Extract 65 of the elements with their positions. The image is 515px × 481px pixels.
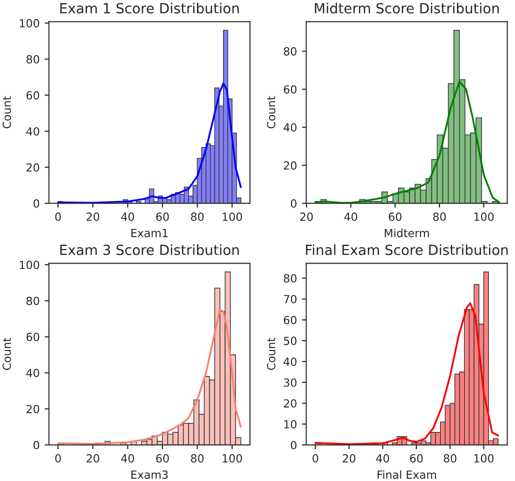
y-tick-label: 80 xyxy=(284,47,296,56)
y-tick-label: 80 xyxy=(284,274,296,283)
y-tick-label: 0 xyxy=(34,199,40,208)
y-tick-label: 60 xyxy=(284,85,296,94)
y-tick-label: 20 xyxy=(26,404,40,414)
x-tick-label: 40 xyxy=(121,454,134,463)
x-tick-label: 40 xyxy=(344,212,358,221)
y-tick-label: 20 xyxy=(284,161,296,170)
y-axis-title: Count xyxy=(266,96,276,128)
y-tick-label: 60 xyxy=(26,332,40,342)
x-tick-label: 40 xyxy=(121,212,134,221)
y-tick-label: 0 xyxy=(290,440,296,450)
y-tick-label: 30 xyxy=(284,378,296,387)
line-series xyxy=(57,308,242,445)
y-tick-label: 80 xyxy=(26,296,40,306)
y-tick-label: 0 xyxy=(34,440,40,450)
y-tick-label: 20 xyxy=(284,399,296,408)
x-tick-label: 0 xyxy=(55,212,61,221)
line-series xyxy=(314,80,500,204)
x-tick-label: 0 xyxy=(55,454,61,463)
y-tick-label: 100 xyxy=(20,19,40,28)
chart-title: Exam 1 Score Distribution xyxy=(60,2,239,14)
line-series xyxy=(57,82,242,204)
y-tick-label: 0 xyxy=(290,199,296,208)
x-tick-label: 100 xyxy=(222,212,242,221)
y-tick-label: 40 xyxy=(284,123,296,132)
chart-title: Midterm Score Distribution xyxy=(314,2,499,14)
x-tick-label: 0 xyxy=(312,454,318,463)
x-tick-label: 60 xyxy=(156,212,169,221)
x-axis-title: Exam3 xyxy=(131,470,168,479)
chart-title: Final Exam Score Distribution xyxy=(306,244,508,256)
y-axis-title: Count xyxy=(2,96,11,128)
y-tick-label: 60 xyxy=(284,316,296,324)
x-tick-label: 60 xyxy=(156,454,169,463)
x-tick-label: 20 xyxy=(86,454,100,463)
x-tick-label: 80 xyxy=(444,454,456,463)
y-tick-label: 100 xyxy=(20,260,40,270)
y-tick-label: 40 xyxy=(284,358,296,366)
y-axis-title: Count xyxy=(2,338,11,370)
x-tick-label: 80 xyxy=(433,212,446,221)
x-tick-label: 20 xyxy=(300,212,313,221)
x-tick-label: 60 xyxy=(388,212,402,221)
x-tick-label: 80 xyxy=(190,454,204,463)
x-tick-label: 40 xyxy=(376,454,390,463)
chart-title: Exam 3 Score Distribution xyxy=(60,244,239,256)
x-axis-title: Exam1 xyxy=(131,228,168,238)
x-tick-label: 80 xyxy=(190,212,204,221)
x-tick-label: 100 xyxy=(222,454,242,463)
y-tick-label: 20 xyxy=(26,163,40,172)
y-axis-title: Count xyxy=(266,338,276,370)
y-tick-label: 70 xyxy=(284,294,296,304)
y-tick-label: 80 xyxy=(26,55,40,64)
x-tick-label: 100 xyxy=(474,212,494,221)
x-axis-title: Final Exam xyxy=(378,470,436,479)
x-axis-title: Midterm xyxy=(384,228,429,238)
y-tick-label: 40 xyxy=(26,127,40,136)
line-series xyxy=(314,302,500,445)
x-tick-label: 20 xyxy=(86,212,100,221)
x-tick-label: 60 xyxy=(410,454,423,463)
y-tick-label: 50 xyxy=(284,336,296,346)
y-tick-label: 60 xyxy=(26,91,40,100)
y-tick-label: 40 xyxy=(26,368,40,378)
x-tick-label: 20 xyxy=(342,454,356,463)
y-tick-label: 10 xyxy=(284,420,296,428)
x-tick-label: 100 xyxy=(474,454,494,463)
